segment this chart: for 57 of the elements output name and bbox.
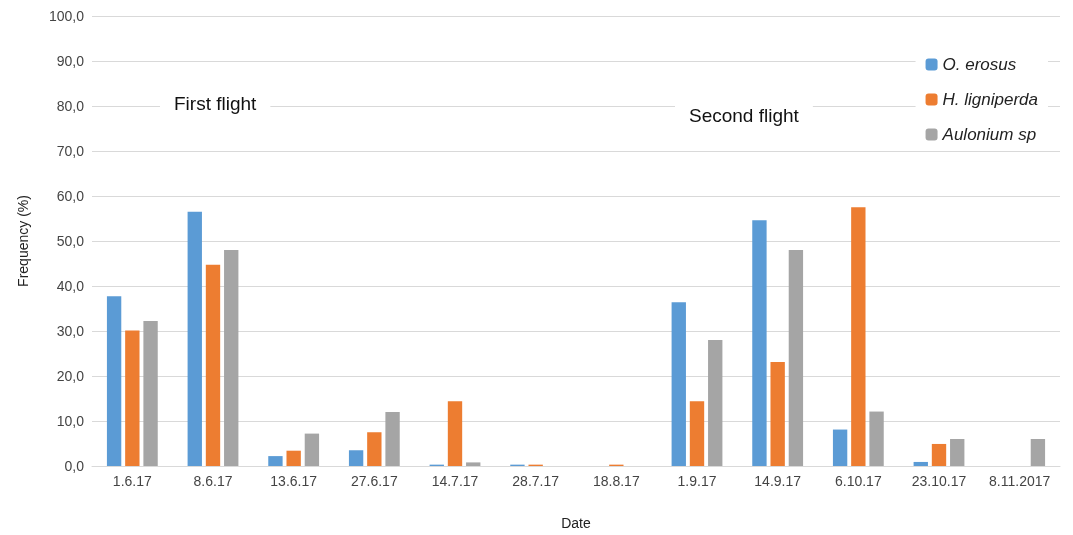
x-tick-label: 8.6.17: [193, 473, 233, 489]
y-tick-label: 30,0: [56, 323, 85, 339]
annotation: First flight: [174, 93, 258, 114]
bar: [1030, 439, 1046, 466]
x-tick-label: 27.6.17: [350, 473, 398, 489]
y-axis-title: Frequency (%): [15, 195, 31, 287]
bar: [851, 207, 866, 466]
y-tick-label: 40,0: [56, 278, 85, 294]
x-tick-label: 8.11.2017: [989, 473, 1051, 489]
bar: [348, 450, 364, 466]
y-tick-label: 0,0: [64, 458, 85, 474]
bar: [770, 362, 785, 466]
bar: [788, 250, 804, 466]
x-tick-label: 23.10.17: [911, 473, 967, 489]
y-tick-label: 50,0: [56, 233, 85, 249]
x-tick-label: 1.6.17: [112, 473, 152, 489]
x-tick-label: 14.9.17: [754, 473, 802, 489]
x-tick-label: 1.9.17: [677, 473, 717, 489]
bar: [125, 330, 140, 466]
bar: [106, 296, 122, 466]
x-tick-label: 6.10.17: [834, 473, 882, 489]
y-tick-label: 60,0: [56, 188, 85, 204]
bar: [466, 462, 481, 466]
bar: [752, 220, 767, 466]
y-tick-label: 10,0: [56, 413, 85, 429]
bar: [708, 340, 723, 466]
x-tick-label: 14.7.17: [431, 473, 479, 489]
bar: [832, 429, 848, 466]
y-tick-label: 20,0: [56, 368, 85, 384]
x-tick-label: 18.8.17: [592, 473, 640, 489]
x-tick-label: 28.7.17: [512, 473, 560, 489]
bar: [143, 321, 158, 466]
legend-label: O. erosus: [942, 55, 1017, 74]
legend-label: H. ligniperda: [942, 90, 1039, 109]
bar: [367, 432, 382, 466]
x-tick-label: 13.6.17: [270, 473, 318, 489]
bar: [931, 443, 947, 466]
y-tick-label: 70,0: [56, 143, 85, 159]
bar: [869, 411, 884, 466]
bar: [286, 450, 301, 466]
bar: [689, 401, 705, 466]
bar: [671, 302, 686, 466]
y-tick-label: 100,0: [48, 8, 85, 24]
bar: [385, 412, 400, 466]
bar: [950, 439, 965, 466]
bar: [304, 433, 320, 466]
bar: [224, 250, 239, 466]
y-tick-label: 90,0: [56, 53, 85, 69]
x-axis-title: Date: [561, 515, 591, 531]
y-tick-label: 80,0: [56, 98, 85, 114]
bar: [447, 401, 463, 466]
bar: [913, 461, 928, 466]
bar: [205, 264, 221, 466]
annotation: Second flight: [689, 105, 800, 126]
legend-label: Aulonium sp: [941, 125, 1037, 144]
bar: [187, 211, 202, 466]
bar: [268, 456, 283, 466]
